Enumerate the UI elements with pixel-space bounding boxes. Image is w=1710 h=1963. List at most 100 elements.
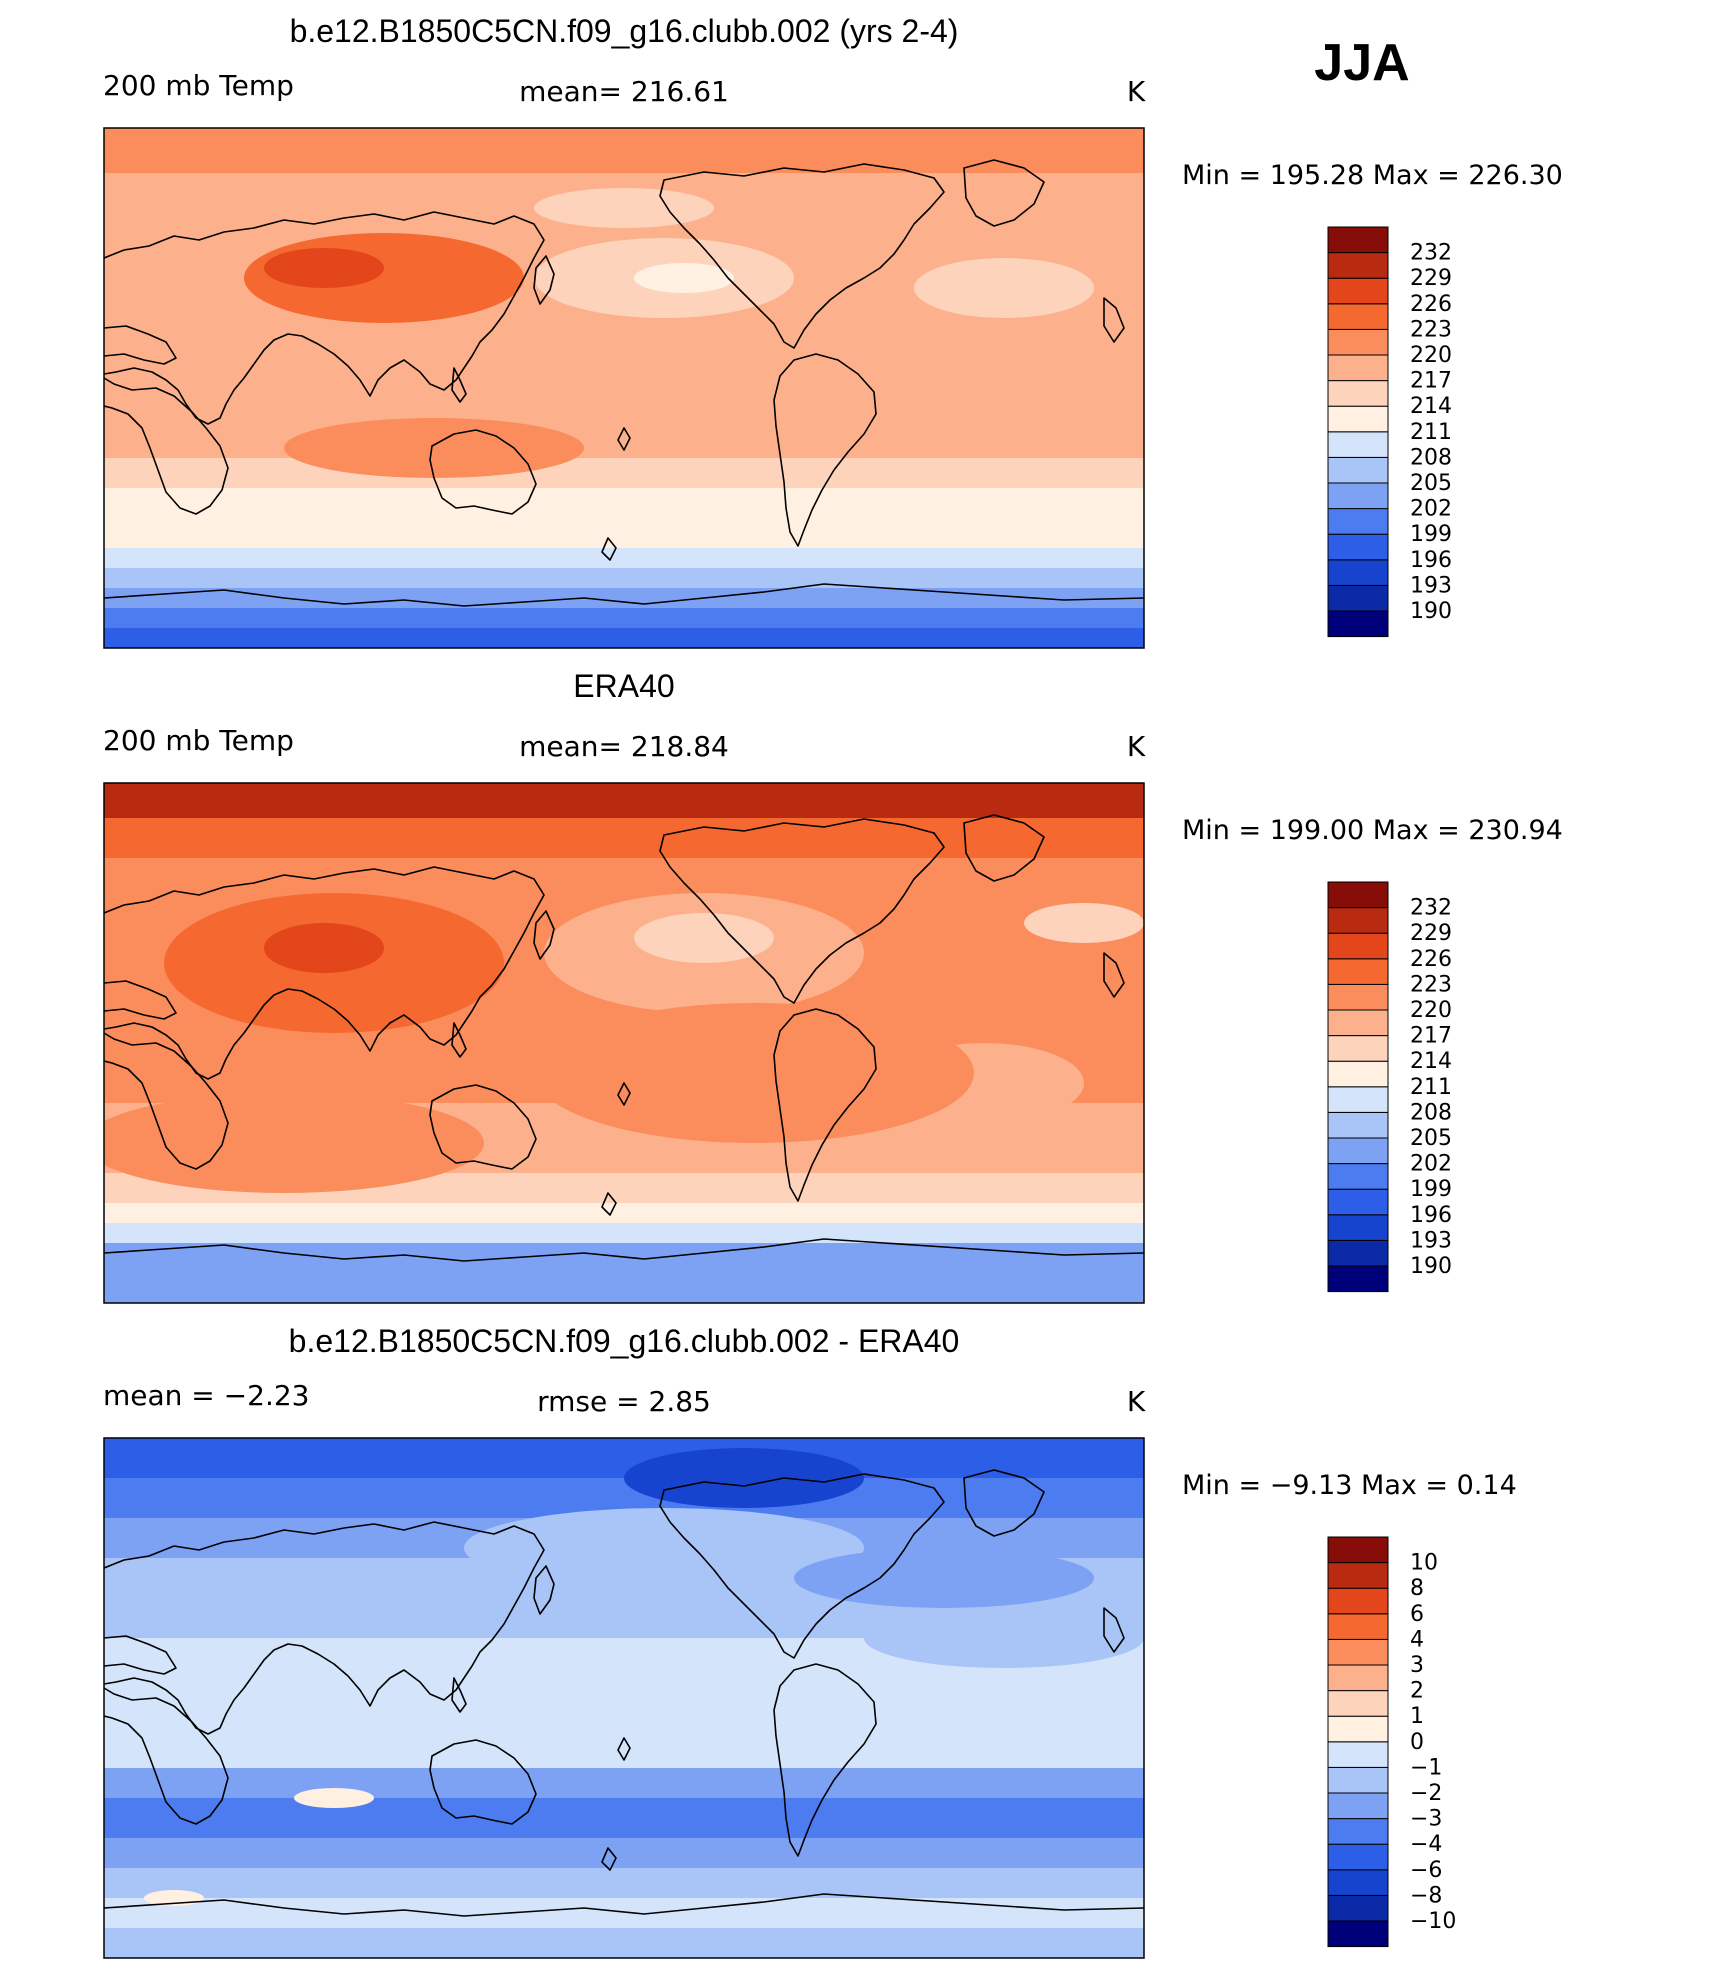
contour-blob (1024, 903, 1144, 943)
colorbar-swatch (1327, 277, 1389, 305)
colorbar-swatch (1327, 559, 1389, 586)
contour-band (104, 608, 1144, 629)
colorbar-swatch (1327, 881, 1389, 909)
contour-blob (634, 913, 774, 963)
contour-band (104, 588, 1144, 609)
units-label: K (1127, 1385, 1146, 1418)
colorbar-swatch (1327, 1163, 1389, 1190)
min-max-label: Min = −9.13 Max = 0.14 (1182, 1470, 1517, 1501)
colorbar-swatch (1327, 482, 1389, 510)
colorbar-tick-label: 214 (1410, 394, 1452, 419)
colorbar-tick-label: 223 (1410, 317, 1452, 342)
colorbar-tick-label: 8 (1410, 1576, 1424, 1601)
contour-band (104, 783, 1144, 819)
colorbar-swatch (1327, 1664, 1389, 1692)
colorbar-tick-label: 193 (1410, 573, 1452, 598)
panel-title: ERA40 (573, 668, 674, 704)
map-field (104, 128, 1144, 648)
colorbar-swatch (1327, 1265, 1389, 1293)
contour-band (104, 1223, 1144, 1244)
colorbar-swatch (1327, 1920, 1389, 1948)
colorbar-swatch (1327, 610, 1389, 638)
colorbar-swatch (1327, 431, 1389, 458)
colorbar: 2322292262232202172142112082052021991961… (1327, 226, 1452, 638)
colorbar-tick-label: 199 (1410, 1177, 1452, 1202)
colorbar-swatch (1327, 1715, 1389, 1743)
colorbar-swatch (1327, 983, 1389, 1011)
colorbar-tick-label: 10 (1410, 1551, 1438, 1576)
colorbar-swatch (1327, 405, 1389, 433)
colorbar-swatch (1327, 1536, 1389, 1564)
colorbar-tick-label: 220 (1410, 998, 1452, 1023)
colorbar-swatch (1327, 354, 1389, 382)
contour-band (104, 1868, 1144, 1899)
panel-model: b.e12.B1850C5CN.f09_g16.clubb.002 (yrs 2… (103, 13, 1563, 649)
colorbar-swatch (1327, 1894, 1389, 1922)
colorbar-swatch (1327, 958, 1389, 985)
contour-band (104, 1203, 1144, 1224)
colorbar-swatch (1327, 1690, 1389, 1717)
colorbar-tick-label: 214 (1410, 1049, 1452, 1074)
contour-band (104, 628, 1144, 648)
colorbar-tick-label: 3 (1410, 1653, 1424, 1678)
colorbar-tick-label: 196 (1410, 548, 1452, 573)
colorbar-swatch (1327, 533, 1389, 561)
contour-band (104, 128, 1144, 174)
colorbar-swatch (1327, 1741, 1389, 1768)
colorbar-swatch (1327, 226, 1389, 254)
colorbar-tick-label: 1 (1410, 1704, 1424, 1729)
colorbar-swatch (1327, 1613, 1389, 1640)
colorbar-tick-label: 205 (1410, 1126, 1452, 1151)
colorbar-tick-label: 205 (1410, 471, 1452, 496)
colorbar-tick-label: 0 (1410, 1730, 1424, 1755)
colorbar-swatch (1327, 380, 1389, 407)
colorbar-swatch (1327, 328, 1389, 356)
colorbar-tick-label: 2 (1410, 1679, 1424, 1704)
colorbar-swatch (1327, 1869, 1389, 1896)
colorbar-swatch (1327, 1086, 1389, 1113)
center-label: rmse = 2.85 (537, 1385, 711, 1418)
colorbar-tick-label: 232 (1410, 241, 1452, 266)
colorbar-tick-label: 232 (1410, 896, 1452, 921)
contour-band (104, 1768, 1144, 1799)
colorbar-swatch (1327, 1188, 1389, 1216)
contour-band (104, 818, 1144, 859)
contour-blob (284, 418, 584, 478)
map-field (104, 1438, 1144, 1958)
contour-band (104, 1928, 1144, 1958)
colorbar-tick-label: 202 (1410, 497, 1452, 522)
colorbar-swatch (1327, 1562, 1389, 1589)
colorbar-tick-label: 211 (1410, 1075, 1452, 1100)
colorbar-tick-label: 229 (1410, 921, 1452, 946)
contour-blob (914, 258, 1094, 318)
colorbar-tick-label: 223 (1410, 972, 1452, 997)
contour-band (104, 568, 1144, 589)
colorbar-tick-label: −4 (1410, 1832, 1442, 1857)
colorbar-swatch (1327, 1111, 1389, 1139)
map-frame (103, 1437, 1145, 1959)
contour-blob (224, 1638, 824, 1758)
units-label: K (1127, 730, 1146, 763)
units-label: K (1127, 75, 1146, 108)
colorbar-tick-label: −2 (1410, 1781, 1442, 1806)
left-label: mean = −2.23 (103, 1379, 309, 1412)
colorbar-tick-label: 4 (1410, 1627, 1424, 1652)
map-frame (103, 127, 1145, 649)
contour-blob (534, 188, 714, 228)
colorbar-tick-label: 202 (1410, 1152, 1452, 1177)
map-frame (103, 782, 1145, 1304)
colorbar-tick-label: −6 (1410, 1858, 1442, 1883)
season-label: JJA (1314, 34, 1409, 92)
contour-blob (624, 1448, 864, 1508)
contour-blob (794, 1548, 1094, 1608)
contour-band (104, 1243, 1144, 1303)
panel-difference: b.e12.B1850C5CN.f09_g16.clubb.002 - ERA4… (103, 1323, 1517, 1959)
min-max-label: Min = 195.28 Max = 226.30 (1182, 160, 1563, 191)
min-max-label: Min = 199.00 Max = 230.94 (1182, 815, 1563, 846)
left-label: 200 mb Temp (103, 724, 294, 757)
colorbar-tick-label: 208 (1410, 1100, 1452, 1125)
contour-blob (294, 1788, 374, 1808)
colorbar-swatch (1327, 1137, 1389, 1165)
